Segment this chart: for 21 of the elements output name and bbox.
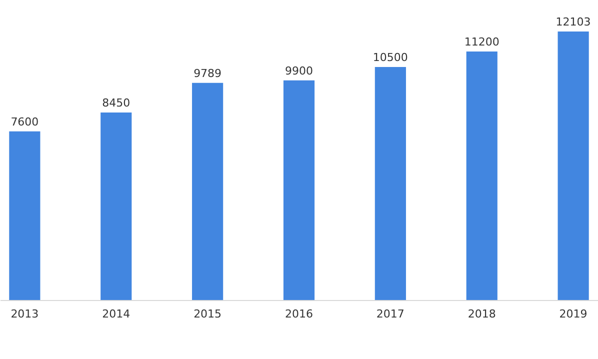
bar [558,31,589,300]
bar [100,112,132,300]
bar [9,131,40,300]
data-label: 11200 [464,36,500,49]
x-tick-label: 2013 [10,308,39,320]
data-label: 7600 [10,115,39,128]
x-tick-label: 2019 [559,308,588,320]
bar [283,80,315,300]
x-tick-label: 2015 [194,308,222,320]
bar [374,67,406,300]
bar [192,82,224,300]
x-tick-label: 2018 [468,308,496,320]
bar [466,52,498,300]
data-label: 9900 [285,64,313,78]
data-label: 12103 [556,15,591,28]
x-tick-label: 2016 [285,308,313,320]
data-label: 10500 [372,51,408,64]
x-tick-label: 2014 [102,308,130,320]
data-label: 8450 [102,96,130,110]
data-label: 9789 [194,66,222,80]
x-tick-label: 2017 [376,308,404,320]
